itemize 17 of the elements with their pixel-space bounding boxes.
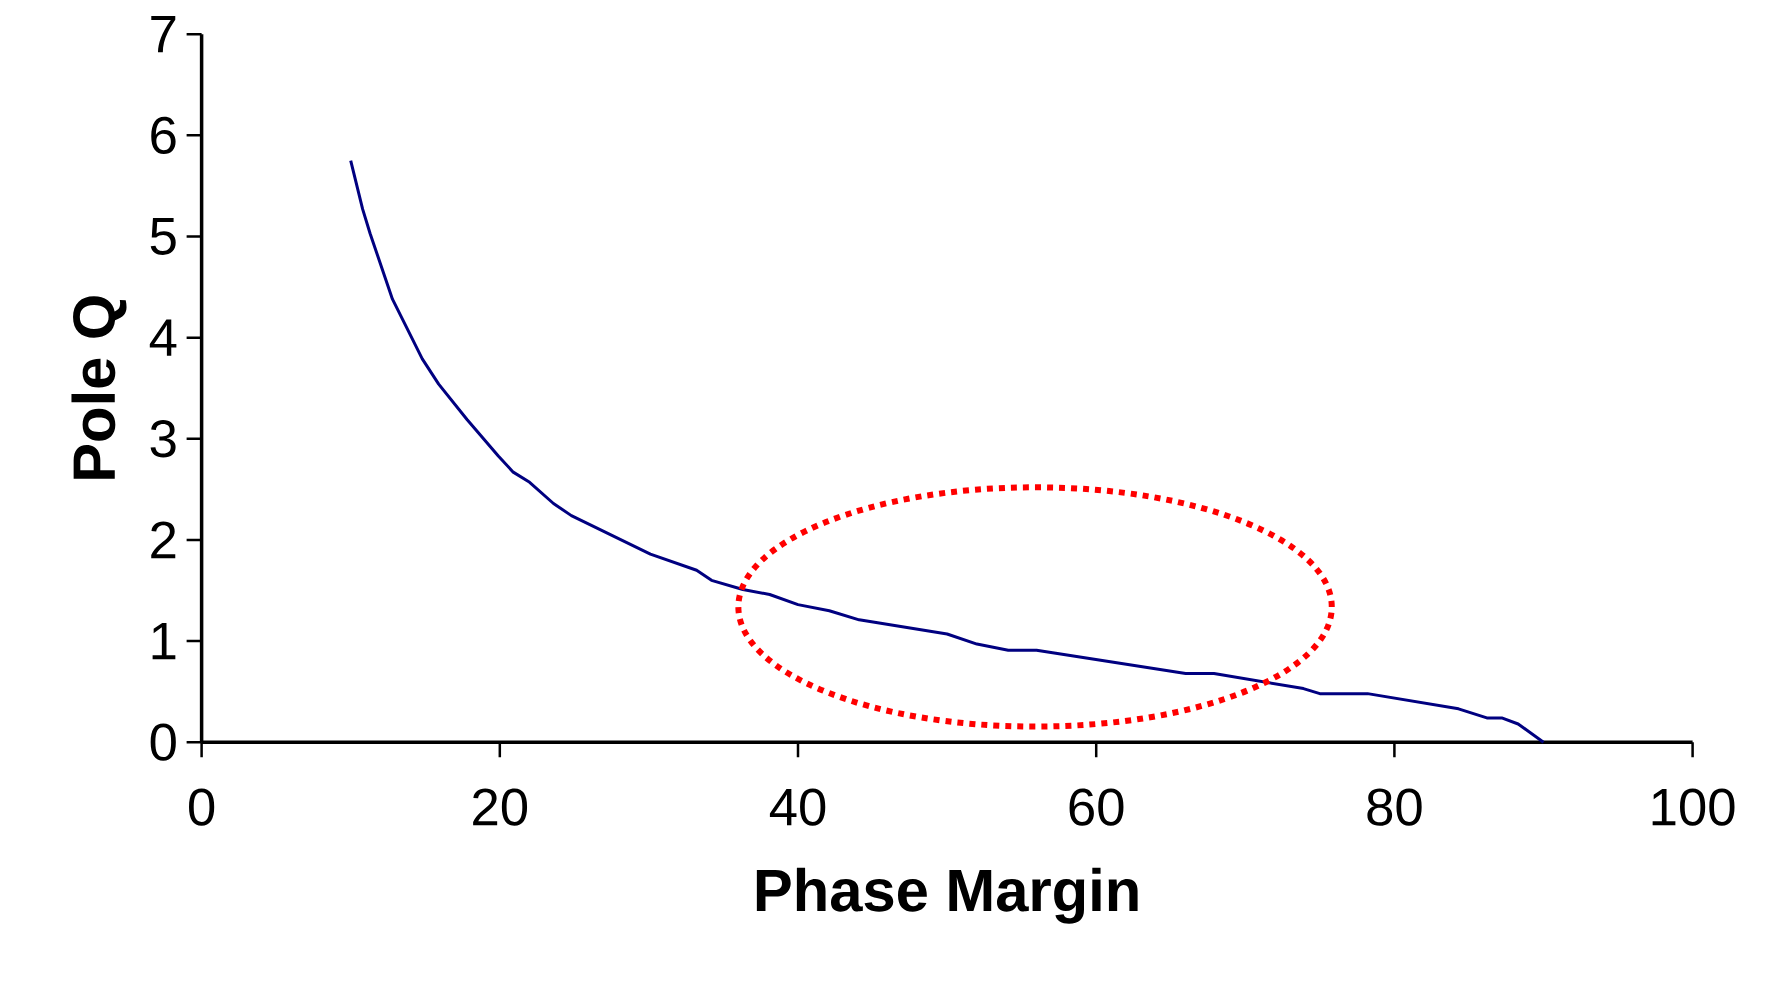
y-tick-label: 6 <box>151 116 176 155</box>
y-tick-label: 7 <box>151 16 176 53</box>
x-tick-label: 100 <box>1652 788 1735 826</box>
x-tick-label: 40 <box>769 788 826 826</box>
y-tick-label: 1 <box>152 622 176 660</box>
y-tick-label: 3 <box>150 420 176 458</box>
x-axis-title: Phase Margin <box>756 867 1138 924</box>
line-series <box>349 159 1546 744</box>
x-tick-label: 0 <box>189 788 215 826</box>
y-tick-label: 2 <box>151 521 176 559</box>
x-tick-label: 80 <box>1367 788 1422 826</box>
y-axis-title: Pole Q <box>71 296 127 479</box>
y-tick-label: 0 <box>150 723 176 761</box>
y-tick-label: 5 <box>150 218 176 255</box>
x-tick-label: 20 <box>473 788 528 826</box>
x-tick-label: 60 <box>1069 788 1124 826</box>
y-tick-label: 4 <box>149 319 177 356</box>
